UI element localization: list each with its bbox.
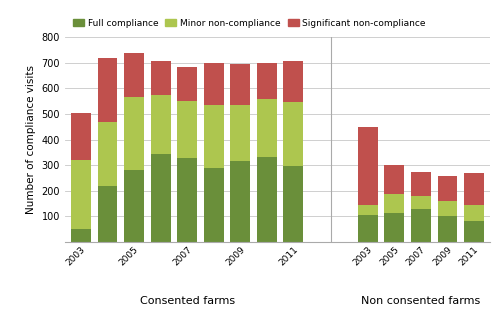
Bar [124, 170, 144, 242]
Bar [411, 209, 431, 242]
Bar [438, 216, 458, 242]
Text: Consented farms: Consented farms [140, 295, 235, 306]
Bar [384, 194, 404, 213]
Text: Non consented farms: Non consented farms [362, 295, 480, 306]
Bar [150, 95, 171, 153]
Bar [257, 63, 277, 99]
Bar [204, 105, 224, 168]
Y-axis label: Number of compliance visits: Number of compliance visits [26, 65, 36, 214]
Bar [230, 161, 250, 242]
Bar [177, 67, 197, 101]
Bar [204, 168, 224, 242]
Bar [384, 213, 404, 242]
Bar [284, 166, 304, 242]
Bar [358, 215, 378, 242]
Bar [124, 97, 144, 170]
Bar [464, 173, 484, 206]
Bar [71, 113, 91, 160]
Bar [71, 229, 91, 242]
Bar [204, 63, 224, 105]
Bar [150, 153, 171, 242]
Bar [284, 102, 304, 166]
Bar [230, 105, 250, 161]
Bar [177, 101, 197, 158]
Bar [98, 58, 117, 122]
Bar [464, 221, 484, 242]
Bar [284, 61, 304, 102]
Bar [230, 64, 250, 105]
Bar [358, 205, 378, 215]
Bar [124, 52, 144, 97]
Bar [177, 158, 197, 242]
Bar [98, 122, 117, 185]
Bar [464, 206, 484, 221]
Bar [411, 196, 431, 209]
Bar [150, 61, 171, 95]
Legend: Full compliance, Minor non-compliance, Significant non-compliance: Full compliance, Minor non-compliance, S… [70, 15, 430, 31]
Bar [98, 185, 117, 242]
Bar [438, 201, 458, 216]
Bar [71, 160, 91, 229]
Bar [384, 165, 404, 194]
Bar [411, 172, 431, 196]
Bar [257, 157, 277, 242]
Bar [358, 127, 378, 205]
Bar [257, 99, 277, 157]
Bar [438, 176, 458, 201]
